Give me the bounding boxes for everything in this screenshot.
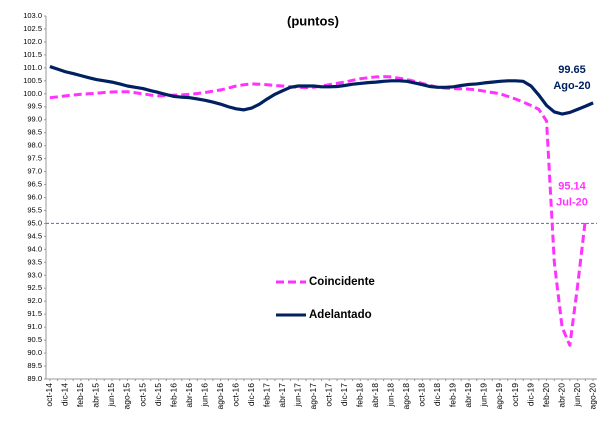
x-tick-label: feb-18 bbox=[355, 383, 365, 407]
chart-title: (puntos) bbox=[287, 13, 339, 28]
x-tick-label: dic-17 bbox=[339, 383, 349, 406]
x-tick-label: jun-18 bbox=[386, 383, 396, 408]
y-tick-label: 90.5 bbox=[27, 335, 42, 344]
y-tick-label: 91.0 bbox=[27, 322, 42, 331]
annotation: 95.14 bbox=[558, 181, 586, 193]
y-tick-label: 97.0 bbox=[27, 167, 42, 176]
line bbox=[49, 65, 594, 116]
x-tick-label: dic-18 bbox=[432, 383, 442, 406]
y-tick-label: 89.5 bbox=[27, 361, 42, 370]
x-tick-label: abr-20 bbox=[556, 383, 566, 408]
x-tick-label: feb-17 bbox=[261, 383, 271, 407]
y-tick-label: 92.0 bbox=[27, 296, 42, 305]
x-tick-label: oct-18 bbox=[417, 383, 427, 407]
y-tick-label: 92.5 bbox=[27, 283, 42, 292]
x-tick-label: ago-17 bbox=[308, 383, 318, 410]
annotation: 99.65 bbox=[558, 64, 586, 76]
x-tick-label: dic-15 bbox=[153, 383, 163, 406]
annotation: Jul-20 bbox=[556, 197, 588, 209]
x-tick-label: feb-20 bbox=[541, 383, 551, 407]
x-tick-label: abr-19 bbox=[463, 383, 473, 408]
x-tick-label: oct-14 bbox=[44, 383, 54, 407]
line bbox=[49, 75, 587, 347]
y-tick-label: 100.5 bbox=[23, 76, 42, 85]
y-tick-label: 102.0 bbox=[23, 37, 42, 46]
x-tick-label: jun-15 bbox=[106, 383, 116, 408]
y-tick-label: 97.5 bbox=[27, 154, 42, 163]
x-tick-label: jun-19 bbox=[479, 383, 489, 408]
x-tick-label: feb-15 bbox=[75, 383, 85, 407]
y-tick-label: 90.0 bbox=[27, 348, 42, 357]
x-tick-label: abr-16 bbox=[184, 383, 194, 408]
x-tick-label: dic-19 bbox=[525, 383, 535, 406]
legend-label: Coincidente bbox=[309, 276, 375, 288]
y-tick-label: 99.5 bbox=[27, 102, 42, 111]
y-tick-label: 95.5 bbox=[27, 205, 42, 214]
y-tick-label: 91.5 bbox=[27, 309, 42, 318]
y-tick-label: 101.5 bbox=[23, 50, 42, 59]
x-tick-label: ago-19 bbox=[494, 383, 504, 410]
x-tick-label: abr-15 bbox=[91, 383, 101, 408]
y-tick-label: 101.0 bbox=[23, 63, 42, 72]
y-tick-label: 96.5 bbox=[27, 180, 42, 189]
x-tick-label: ago-20 bbox=[587, 383, 597, 410]
x-tick-label: dic-16 bbox=[246, 383, 256, 406]
x-tick-label: jun-16 bbox=[199, 383, 209, 408]
x-tick-label: jun-17 bbox=[292, 383, 302, 408]
x-tick-label: abr-17 bbox=[277, 383, 287, 408]
y-tick-label: 93.5 bbox=[27, 257, 42, 266]
x-tick-label: feb-16 bbox=[168, 383, 178, 407]
x-tick-label: oct-16 bbox=[230, 383, 240, 407]
legend-label: Adelantado bbox=[309, 309, 372, 321]
x-tick-label: ago-15 bbox=[122, 383, 132, 410]
y-tick-label: 100.0 bbox=[23, 89, 42, 98]
x-tick-label: oct-17 bbox=[324, 383, 334, 407]
annotation: Ago-20 bbox=[553, 80, 590, 92]
y-tick-label: 89.0 bbox=[27, 374, 42, 383]
x-tick-label: ago-18 bbox=[401, 383, 411, 410]
y-tick-label: 94.0 bbox=[27, 244, 42, 253]
y-tick-label: 103.0 bbox=[23, 11, 42, 20]
x-tick-label: jun-20 bbox=[572, 383, 582, 408]
x-tick-label: ago-16 bbox=[215, 383, 225, 410]
x-tick-label: abr-18 bbox=[370, 383, 380, 408]
y-tick-label: 95.0 bbox=[27, 218, 42, 227]
y-tick-label: 93.0 bbox=[27, 270, 42, 279]
x-tick-label: dic-14 bbox=[60, 383, 70, 406]
y-tick-label: 102.5 bbox=[23, 24, 42, 33]
y-tick-label: 98.5 bbox=[27, 128, 42, 137]
y-tick-label: 96.0 bbox=[27, 192, 42, 201]
x-tick-label: oct-19 bbox=[510, 383, 520, 407]
x-tick-label: feb-19 bbox=[448, 383, 458, 407]
x-tick-label: oct-15 bbox=[137, 383, 147, 407]
y-tick-label: 99.0 bbox=[27, 115, 42, 124]
y-tick-label: 98.0 bbox=[27, 141, 42, 150]
y-tick-label: 94.5 bbox=[27, 231, 42, 240]
